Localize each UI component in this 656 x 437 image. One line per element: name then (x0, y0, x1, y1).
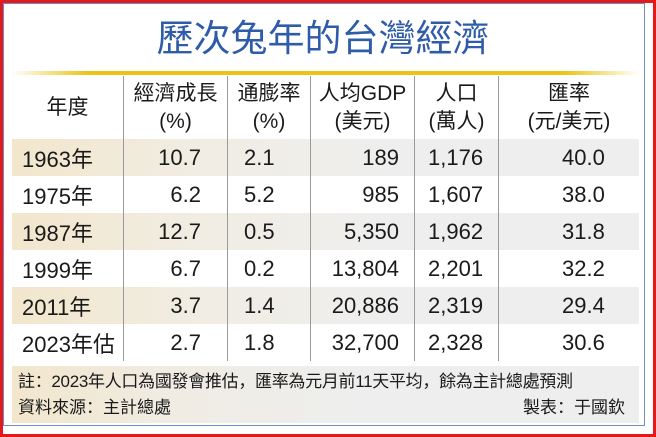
cell-growth: 3.7 (124, 287, 228, 324)
header-exchange-rate-label: 匯率 (548, 81, 590, 105)
header-exchange-rate-unit: (元/美元) (527, 109, 611, 133)
cell-exchange-rate: 38.0 (562, 181, 605, 207)
cell-gdp: 32,700 (311, 324, 415, 361)
table-row: 1999年 6.7 0.2 13,804 2,201 32.2 (12, 250, 639, 287)
header-gdp-unit: (美元) (334, 109, 391, 133)
cell-inflation: 0.2 (228, 250, 311, 287)
cell-population: 1,176 (415, 139, 499, 176)
footnote-note: 註：2023年人口為國發會推估，匯率為元月前11天平均，餘為主計總處預測 (18, 372, 573, 391)
cell-population: 2,328 (415, 324, 499, 361)
cell-growth: 2.7 (124, 324, 228, 361)
cell-growth: 6.7 (124, 250, 228, 287)
footnote-box: 註：2023年人口為國發會推估，匯率為元月前11天平均，餘為主計總處預測 資料來… (12, 366, 639, 423)
header-inflation-unit: (%) (252, 109, 286, 133)
cell-inflation: 1.4 (228, 287, 311, 324)
cell-population: 2,201 (415, 250, 499, 287)
cell-growth: 10.7 (124, 139, 228, 176)
cell-population: 1,962 (415, 213, 499, 250)
table-row: 1975年 6.2 5.2 985 1,607 38.0 (12, 176, 639, 213)
cell-exchange-rate: 40.0 (562, 144, 605, 170)
table-header-row: 年度 經濟成長 (%) 通膨率 (%) 人均GDP (美元) 人口 (萬人) 匯… (12, 76, 639, 139)
cell-year: 1975年 (12, 176, 124, 213)
cell-year: 1987年 (12, 213, 124, 250)
header-population-label: 人口 (435, 81, 478, 105)
table-row: 1987年 12.7 0.5 5,350 1,962 31.8 (12, 213, 639, 250)
cell-inflation: 0.5 (228, 213, 311, 250)
header-population: 人口 (萬人) (415, 76, 499, 139)
cell-growth: 6.2 (124, 176, 228, 213)
table-row: 2011年 3.7 1.4 20,886 2,319 29.4 (12, 287, 639, 324)
cell-exchange-rate: 29.4 (562, 292, 605, 318)
cell-year: 1963年 (12, 139, 124, 176)
cell-inflation: 2.1 (228, 139, 311, 176)
economy-table: 年度 經濟成長 (%) 通膨率 (%) 人均GDP (美元) 人口 (萬人) 匯… (12, 76, 639, 361)
cell-gdp: 189 (311, 139, 415, 176)
header-inflation-label: 通膨率 (237, 81, 301, 105)
header-year-label: 年度 (46, 95, 89, 119)
cell-population: 1,607 (415, 176, 499, 213)
cell-inflation: 1.8 (228, 324, 311, 361)
header-growth-label: 經濟成長 (133, 81, 218, 105)
cell-inflation: 5.2 (228, 176, 311, 213)
header-inflation: 通膨率 (%) (228, 76, 311, 139)
header-year: 年度 (12, 76, 124, 139)
cell-population: 2,319 (415, 287, 499, 324)
accent-bar (12, 71, 640, 75)
footnote-source: 資料來源：主計總處 (18, 398, 171, 417)
header-population-unit: (萬人) (428, 109, 485, 133)
table-row: 1963年 10.7 2.1 189 1,176 40.0 (12, 139, 639, 176)
header-exchange-rate: 匯率 (元/美元) (499, 76, 639, 139)
cell-year: 1999年 (12, 250, 124, 287)
cell-year: 2023年估 (12, 324, 124, 361)
cell-gdp: 5,350 (311, 213, 415, 250)
cell-exchange-rate: 30.6 (562, 329, 605, 355)
cell-exchange-rate: 32.2 (562, 255, 605, 281)
header-growth: 經濟成長 (%) (124, 76, 228, 139)
header-gdp-label: 人均GDP (318, 81, 407, 105)
header-growth-unit: (%) (159, 109, 192, 133)
cell-year: 2011年 (12, 287, 124, 324)
cell-exchange-rate: 31.8 (562, 218, 605, 244)
cell-gdp: 20,886 (311, 287, 415, 324)
table-row: 2023年估 2.7 1.8 32,700 2,328 30.6 (12, 324, 639, 361)
cell-gdp: 13,804 (311, 250, 415, 287)
footnote-maker: 製表：于國欽 (523, 398, 625, 417)
cell-gdp: 985 (311, 176, 415, 213)
header-gdp: 人均GDP (美元) (311, 76, 415, 139)
page-title: 歷次兔年的台灣經濟 (156, 18, 490, 59)
cell-growth: 12.7 (124, 213, 228, 250)
